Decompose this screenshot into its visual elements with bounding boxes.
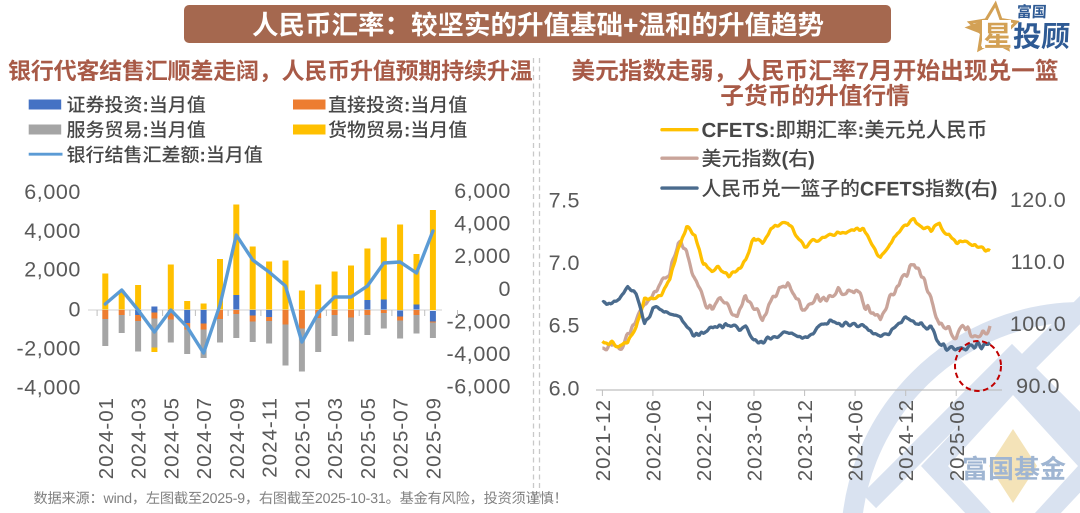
svg-text:2024-09: 2024-09 <box>226 397 249 479</box>
svg-text:2,000: 2,000 <box>24 257 81 281</box>
svg-text:2023-12: 2023-12 <box>794 399 817 481</box>
svg-text:6.5: 6.5 <box>549 314 580 338</box>
svg-text:-4,000: -4,000 <box>16 375 81 399</box>
svg-text:2022-12: 2022-12 <box>693 399 716 481</box>
svg-text:2021-12: 2021-12 <box>592 399 615 481</box>
svg-text:2024-05: 2024-05 <box>160 397 183 479</box>
svg-text:-4,000: -4,000 <box>446 342 511 366</box>
svg-text:2,000: 2,000 <box>454 244 511 268</box>
svg-text:2024-07: 2024-07 <box>193 397 216 479</box>
svg-text:2024-03: 2024-03 <box>128 397 151 479</box>
svg-text:7.0: 7.0 <box>549 251 580 275</box>
svg-text:2024-11: 2024-11 <box>259 397 282 478</box>
svg-text:4,000: 4,000 <box>454 212 511 236</box>
svg-text:2024-12: 2024-12 <box>895 399 918 481</box>
svg-text:2025-07: 2025-07 <box>390 397 413 479</box>
svg-text:2025-06: 2025-06 <box>946 399 969 481</box>
svg-text:2024-06: 2024-06 <box>845 399 868 481</box>
svg-text:2023-06: 2023-06 <box>744 399 767 481</box>
svg-text:110.0: 110.0 <box>1011 250 1066 274</box>
svg-text:6,000: 6,000 <box>24 180 81 204</box>
svg-text:100.0: 100.0 <box>1010 312 1066 336</box>
svg-text:2025-09: 2025-09 <box>422 397 445 479</box>
svg-text:-6,000: -6,000 <box>446 375 511 399</box>
svg-text:-2,000: -2,000 <box>446 309 511 333</box>
svg-text:7.5: 7.5 <box>549 189 580 213</box>
svg-text:6,000: 6,000 <box>454 179 511 203</box>
svg-text:6.0: 6.0 <box>549 376 580 400</box>
svg-text:4,000: 4,000 <box>24 219 81 243</box>
svg-text:0: 0 <box>498 277 511 301</box>
svg-text:2022-06: 2022-06 <box>642 399 665 481</box>
svg-text:90.0: 90.0 <box>1016 374 1060 398</box>
svg-text:120.0: 120.0 <box>1010 188 1066 212</box>
svg-text:0: 0 <box>68 297 81 321</box>
svg-text:2025-05: 2025-05 <box>357 397 380 479</box>
svg-text:2025-01: 2025-01 <box>291 397 314 479</box>
svg-text:2025-03: 2025-03 <box>324 397 347 479</box>
svg-text:-2,000: -2,000 <box>16 336 81 360</box>
svg-text:2024-01: 2024-01 <box>95 397 118 479</box>
